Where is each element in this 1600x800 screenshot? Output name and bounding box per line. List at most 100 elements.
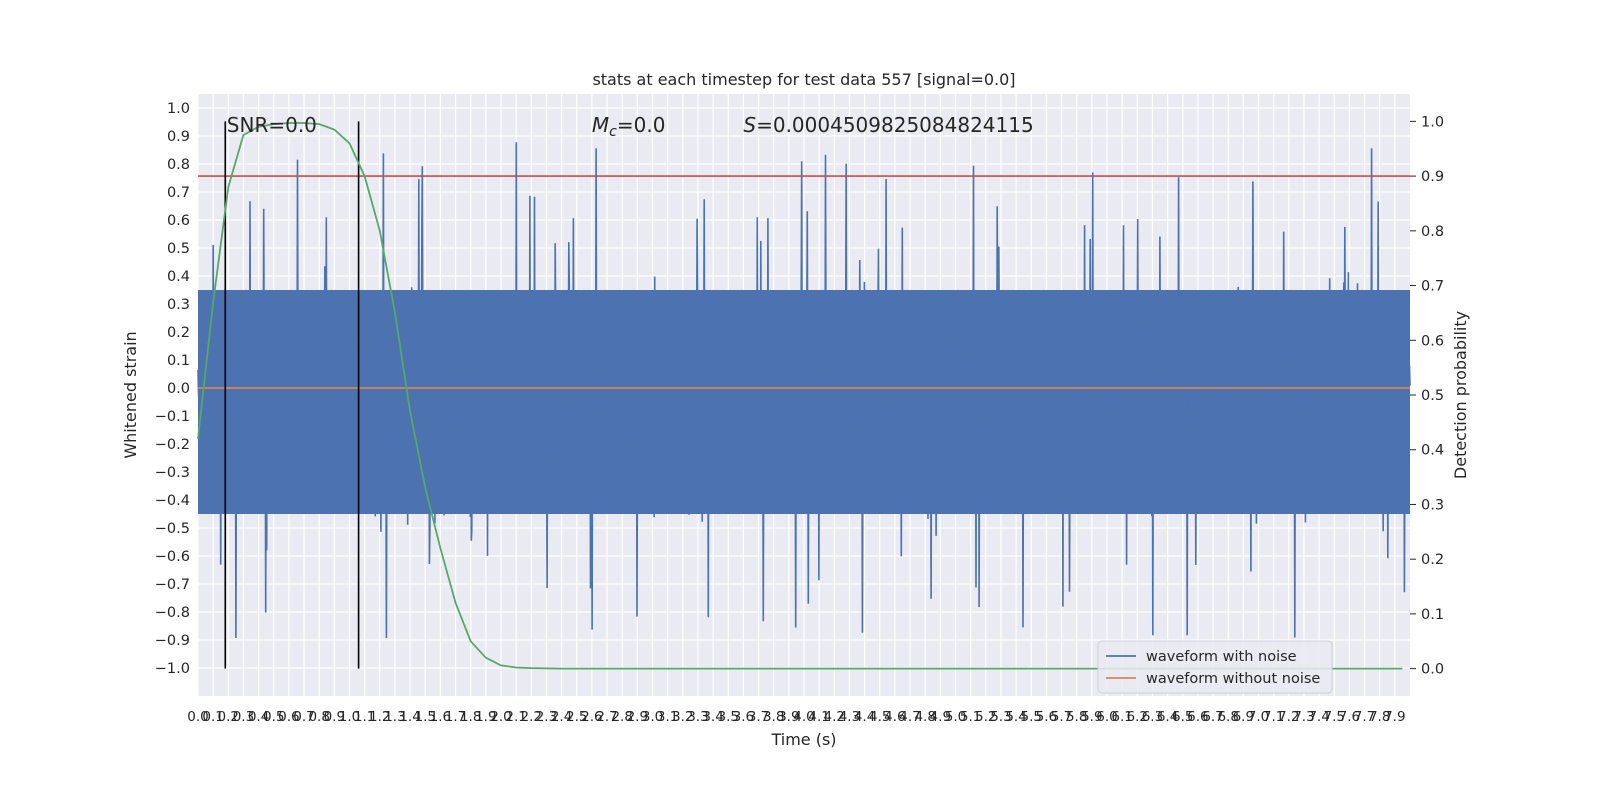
x-tick-label: 1.1 bbox=[354, 709, 375, 725]
x-tick-label: 6.5 bbox=[1172, 709, 1193, 725]
annotation-symbol: S bbox=[743, 113, 756, 137]
x-tick-label: 2.0 bbox=[490, 709, 511, 725]
x-tick-label: 5.1 bbox=[960, 709, 981, 725]
x-tick-label: 3.5 bbox=[718, 709, 739, 725]
annotation-text: S=0.0004509825084824115 bbox=[743, 113, 1033, 137]
y-tick-label: −0.9 bbox=[155, 633, 190, 649]
x-tick-label: 0.1 bbox=[202, 709, 223, 725]
x-tick-label: 0.0 bbox=[187, 709, 208, 725]
annotation-value: =0.0004509825084824115 bbox=[756, 113, 1034, 137]
chart-title: stats at each timestep for test data 557… bbox=[592, 70, 1015, 89]
y-axis-right-ticks: 1.0 0.9 0.8 0.7 0.6 0.5 0.4 0.3 0.2 0.1 0.0 bbox=[1410, 114, 1444, 678]
x-tick-label: 3.2 bbox=[672, 709, 693, 725]
x-tick-label: 0.8 bbox=[308, 709, 329, 725]
x-tick-label: 5.0 bbox=[945, 709, 966, 725]
annotations: SNR=0.0 Mc=0.0 S=0.0004509825084824115 bbox=[227, 113, 1034, 140]
x-tick-label: 6.4 bbox=[1157, 709, 1178, 725]
x-tick-label: 5.3 bbox=[990, 709, 1011, 725]
x-tick-label: 7.6 bbox=[1339, 709, 1360, 725]
x-tick-label: 4.9 bbox=[930, 709, 951, 725]
y-right-tick-label: 0.7 bbox=[1421, 279, 1444, 295]
annotation-value: =0.0 bbox=[617, 113, 666, 137]
y-tick-label: −0.8 bbox=[155, 605, 190, 621]
y-right-tick-label: 0.1 bbox=[1421, 607, 1444, 623]
x-tick-label: 4.7 bbox=[899, 709, 920, 725]
x-tick-label: 1.0 bbox=[339, 709, 360, 725]
y-tick-label: −1.0 bbox=[155, 661, 190, 677]
x-tick-label: 4.2 bbox=[824, 709, 845, 725]
y-right-tick-label: 0.6 bbox=[1421, 333, 1444, 349]
y-axis-right-label: Detection probability bbox=[1451, 311, 1470, 479]
x-tick-label: 0.3 bbox=[233, 709, 254, 725]
y-tick-label: 0.8 bbox=[167, 157, 190, 173]
x-tick-label: 1.3 bbox=[384, 709, 405, 725]
y-tick-label: 0.4 bbox=[167, 269, 190, 285]
x-axis-ticks: 0.00.10.20.30.40.50.60.70.80.91.01.11.21… bbox=[187, 709, 1405, 725]
x-tick-label: 5.6 bbox=[1036, 709, 1057, 725]
x-tick-label: 7.5 bbox=[1324, 709, 1345, 725]
y-tick-label: 0.3 bbox=[167, 297, 190, 313]
x-tick-label: 3.1 bbox=[657, 709, 678, 725]
x-tick-label: 4.1 bbox=[808, 709, 829, 725]
y-right-tick-label: 0.5 bbox=[1421, 388, 1444, 404]
x-tick-label: 0.9 bbox=[324, 709, 345, 725]
x-tick-label: 4.5 bbox=[869, 709, 890, 725]
y-right-tick-label: 0.3 bbox=[1421, 497, 1444, 513]
x-tick-label: 7.9 bbox=[1384, 709, 1405, 725]
annotation-text: Mc=0.0 bbox=[592, 113, 666, 140]
x-tick-label: 2.4 bbox=[551, 709, 572, 725]
x-tick-label: 4.3 bbox=[839, 709, 860, 725]
x-tick-label: 2.2 bbox=[521, 709, 542, 725]
y-tick-label: 0.6 bbox=[167, 213, 190, 229]
y-right-tick-label: 1.0 bbox=[1421, 114, 1444, 130]
y-tick-label: −0.5 bbox=[155, 521, 190, 537]
x-tick-label: 1.6 bbox=[430, 709, 451, 725]
x-axis-label: Time (s) bbox=[770, 730, 836, 749]
y-tick-label: 0.0 bbox=[167, 381, 190, 397]
x-tick-label: 2.3 bbox=[536, 709, 557, 725]
x-tick-label: 7.0 bbox=[1248, 709, 1269, 725]
x-tick-label: 5.5 bbox=[1021, 709, 1042, 725]
y-tick-label: −0.1 bbox=[155, 409, 190, 425]
x-tick-label: 6.7 bbox=[1202, 709, 1223, 725]
x-tick-label: 0.2 bbox=[218, 709, 239, 725]
y-tick-label: −0.6 bbox=[155, 549, 190, 565]
y-tick-label: −0.4 bbox=[155, 493, 190, 509]
x-tick-label: 1.4 bbox=[399, 709, 420, 725]
y-tick-label: 0.1 bbox=[167, 353, 190, 369]
legend-box bbox=[1097, 640, 1333, 694]
x-tick-label: 6.9 bbox=[1233, 709, 1254, 725]
x-tick-label: 4.8 bbox=[914, 709, 935, 725]
x-tick-label: 2.6 bbox=[581, 709, 602, 725]
y-right-tick-label: 0.2 bbox=[1421, 552, 1444, 568]
y-right-tick-label: 0.0 bbox=[1421, 662, 1444, 678]
x-tick-label: 6.8 bbox=[1217, 709, 1238, 725]
series-waveform-with-noise bbox=[197, 142, 1411, 639]
x-tick-label: 1.5 bbox=[415, 709, 436, 725]
x-tick-label: 3.8 bbox=[763, 709, 784, 725]
x-tick-label: 3.7 bbox=[748, 709, 769, 725]
x-tick-label: 4.4 bbox=[854, 709, 875, 725]
y-right-tick-label: 0.8 bbox=[1421, 224, 1444, 240]
y-right-tick-label: 0.9 bbox=[1421, 169, 1444, 185]
x-tick-label: 1.8 bbox=[460, 709, 481, 725]
x-tick-label: 5.9 bbox=[1081, 709, 1102, 725]
x-tick-label: 1.7 bbox=[445, 709, 466, 725]
x-tick-label: 0.7 bbox=[293, 709, 314, 725]
overlay-lines bbox=[197, 121, 1410, 670]
x-tick-label: 2.7 bbox=[596, 709, 617, 725]
x-tick-label: 0.5 bbox=[263, 709, 284, 725]
y-axis-ticks: 1.0 0.9 0.8 0.7 0.6 0.5 0.4 0.3 0.2 0.1 0.0 −0.1 −0.… bbox=[155, 101, 190, 677]
x-tick-label: 2.5 bbox=[566, 709, 587, 725]
legend-entry: waveform with noise bbox=[1146, 649, 1297, 665]
x-tick-label: 5.4 bbox=[1005, 709, 1026, 725]
x-tick-label: 6.1 bbox=[1111, 709, 1132, 725]
y-tick-label: 0.7 bbox=[167, 185, 190, 201]
legend: waveform with noise waveform without nois… bbox=[1097, 640, 1333, 694]
x-tick-label: 4.6 bbox=[884, 709, 905, 725]
x-tick-label: 6.6 bbox=[1187, 709, 1208, 725]
x-tick-label: 3.9 bbox=[778, 709, 799, 725]
legend-entry: waveform without noise bbox=[1146, 671, 1320, 687]
x-tick-label: 3.0 bbox=[642, 709, 663, 725]
